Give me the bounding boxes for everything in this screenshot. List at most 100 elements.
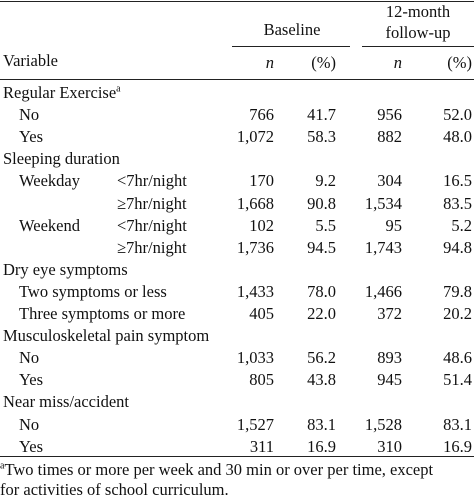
section-label-text: Dry eye symptoms xyxy=(3,259,128,279)
table-row: Yes 1,072 58.3 882 48.0 xyxy=(0,126,474,148)
row-label: Two symptoms or less xyxy=(19,281,167,301)
cell-followup-pct: 48.0 xyxy=(443,127,472,147)
section-label-text: Sleeping duration xyxy=(3,149,120,169)
cell-baseline-pct: 94.5 xyxy=(307,237,336,257)
cell-followup-pct: 83.5 xyxy=(443,193,472,213)
header-followup-n: n xyxy=(393,53,402,72)
row-sublabel: <7hr/night xyxy=(117,215,187,235)
row-label: Weekday xyxy=(19,171,80,191)
row-label: Yes xyxy=(19,370,44,390)
cell-baseline-n: 1,033 xyxy=(236,348,274,368)
section-label: Sleeping duration xyxy=(3,149,120,169)
table-row: No 1,033 56.2 893 48.6 xyxy=(0,347,474,369)
section-label: Dry eye symptoms xyxy=(3,260,128,280)
section-label: Near miss/accident xyxy=(3,392,129,412)
cell-baseline-pct: 83.1 xyxy=(307,414,336,434)
footnote-line-2: for activities of school curriculum. xyxy=(0,480,229,499)
table-row: ≥7hr/night 1,736 94.5 1,743 94.8 xyxy=(0,237,474,259)
section-label-text: Musculoskeletal pain symptom xyxy=(3,326,210,346)
row-label: No xyxy=(19,414,40,434)
row-sublabel: ≥7hr/night xyxy=(117,237,187,257)
cell-followup-pct: 5.2 xyxy=(451,215,472,235)
cell-baseline-n: 1,433 xyxy=(236,281,274,301)
cell-baseline-pct: 78.0 xyxy=(307,281,336,301)
row-label: Weekend xyxy=(19,215,80,235)
row-label: Yes xyxy=(19,436,44,456)
cell-baseline-pct: 22.0 xyxy=(307,304,336,323)
section-label-text: Near miss/accident xyxy=(3,392,129,412)
table-row: No 766 41.7 956 52.0 xyxy=(0,104,474,126)
cell-baseline-pct: 90.8 xyxy=(307,193,336,213)
footnote-marker: a xyxy=(0,460,5,472)
cell-followup-pct: 51.4 xyxy=(443,370,472,390)
cell-followup-pct: 16.9 xyxy=(443,436,472,456)
cell-baseline-n: 1,668 xyxy=(236,193,274,213)
table-row: Two symptoms or less 1,433 78.0 1,466 79.8 xyxy=(0,281,474,303)
cell-baseline-n: 170 xyxy=(249,171,274,191)
table-row: No 1,527 83.1 1,528 83.1 xyxy=(0,414,474,436)
cell-followup-n: 1,534 xyxy=(364,193,402,213)
row-label: Three symptoms or more xyxy=(19,304,186,323)
cell-followup-pct: 20.2 xyxy=(443,304,472,323)
cell-baseline-pct: 9.2 xyxy=(315,171,336,191)
section-label: Regular Exercisea xyxy=(3,83,121,103)
cell-followup-n: 1,743 xyxy=(364,237,402,257)
cell-followup-n: 945 xyxy=(377,370,402,390)
row-label: Yes xyxy=(19,127,44,147)
section-row: Near miss/accident xyxy=(0,391,474,413)
row-label: No xyxy=(19,348,40,368)
cell-baseline-n: 805 xyxy=(249,370,274,390)
row-sublabel: <7hr/night xyxy=(117,171,187,191)
section-row: Regular Exercisea xyxy=(0,82,474,104)
cell-followup-n: 882 xyxy=(377,127,402,147)
header-followup-pct: (%) xyxy=(447,53,472,72)
cell-followup-n: 1,466 xyxy=(364,281,402,301)
cell-followup-pct: 48.6 xyxy=(443,348,472,368)
cell-baseline-n: 1,072 xyxy=(236,127,274,147)
footnote-marker: a xyxy=(116,83,121,95)
cell-followup-pct: 94.8 xyxy=(443,237,472,257)
cell-baseline-pct: 58.3 xyxy=(307,127,336,147)
header-followup-line1: 12-month xyxy=(385,2,451,21)
section-row: Sleeping duration xyxy=(0,148,474,170)
cell-baseline-n: 1,736 xyxy=(236,237,274,257)
cell-baseline-pct: 43.8 xyxy=(307,370,336,390)
cell-baseline-n: 405 xyxy=(249,304,274,323)
cell-followup-pct: 79.8 xyxy=(443,281,472,301)
cell-baseline-pct: 5.5 xyxy=(315,215,336,235)
cell-followup-n: 95 xyxy=(385,215,403,235)
cell-baseline-n: 766 xyxy=(249,105,274,125)
header-baseline-n: n xyxy=(265,53,274,72)
section-label-text: Regular Exercise xyxy=(3,83,117,102)
cell-followup-n: 956 xyxy=(377,105,402,125)
table-row: Yes 805 43.8 945 51.4 xyxy=(0,369,474,391)
section-row: Musculoskeletal pain symptom xyxy=(0,325,474,347)
table-row: Yes 311 16.9 310 16.9 xyxy=(0,436,474,458)
table-bottom-rule xyxy=(0,456,474,457)
cell-followup-pct: 52.0 xyxy=(443,105,472,125)
header-followup-line2: follow-up xyxy=(385,23,451,42)
cell-followup-n: 304 xyxy=(377,171,402,191)
footnote-text-1: Two times or more per week and 30 min or… xyxy=(4,460,434,479)
cell-baseline-pct: 56.2 xyxy=(307,348,336,368)
table-row: Three symptoms or more 405 22.0 372 20.2 xyxy=(0,303,474,325)
section-row: Dry eye symptoms xyxy=(0,259,474,281)
cell-baseline-n: 102 xyxy=(249,215,274,235)
row-sublabel: ≥7hr/night xyxy=(117,193,187,213)
table-row: ≥7hr/night 1,668 90.8 1,534 83.5 xyxy=(0,193,474,215)
header-variable: Variable xyxy=(3,51,58,70)
cell-baseline-n: 1,527 xyxy=(236,414,274,434)
cell-followup-n: 372 xyxy=(377,304,402,323)
row-label: No xyxy=(19,105,40,125)
table-row: Weekday <7hr/night 170 9.2 304 16.5 xyxy=(0,170,474,192)
section-label: Musculoskeletal pain symptom xyxy=(3,326,209,346)
header-baseline-pct: (%) xyxy=(311,53,336,72)
cell-followup-n: 310 xyxy=(377,436,402,456)
cell-baseline-pct: 41.7 xyxy=(307,105,336,125)
baseline-span-rule xyxy=(232,46,350,47)
cell-followup-n: 1,528 xyxy=(364,414,402,434)
table-top-rule xyxy=(0,1,474,2)
cell-followup-pct: 83.1 xyxy=(443,414,472,434)
table-row: Weekend <7hr/night 102 5.5 95 5.2 xyxy=(0,215,474,237)
header-baseline: Baseline xyxy=(263,20,321,39)
